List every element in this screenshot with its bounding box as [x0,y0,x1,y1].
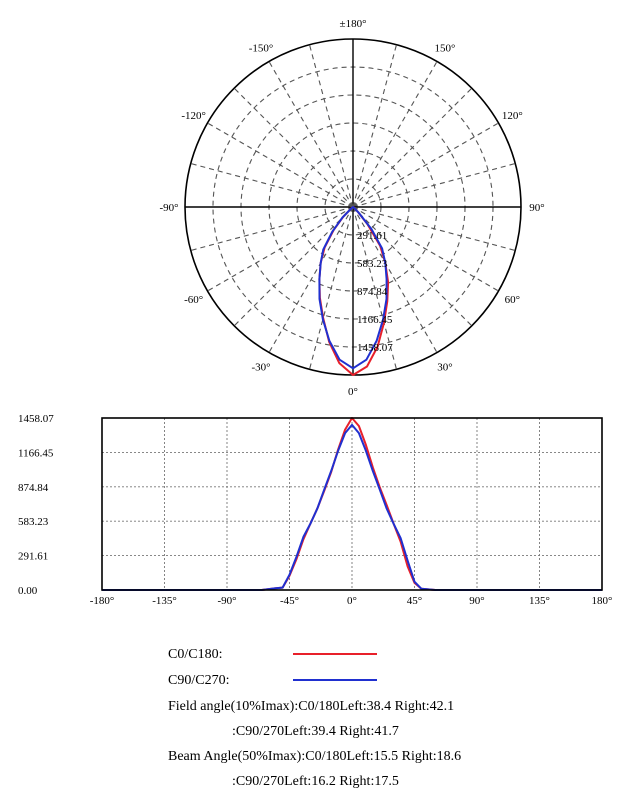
polar-spoke [352,206,516,252]
polar-spoke [352,61,438,208]
polar-spoke [233,87,354,208]
linear-x-tick-label: 180° [592,595,613,607]
polar-radial-label: 1166.45 [357,314,393,326]
polar-angle-label: -30° [251,361,270,373]
polar-spoke [352,162,516,208]
polar-angle-labels: ±180° 150° 120° 90° 60° 30° 0° -30° -60° -90° -120… [159,18,544,398]
linear-x-tick-label: -135° [152,595,177,607]
beam-angle-c0: Beam Angle(50%Imax):C0/180Left:15.5 Righ… [168,749,462,764]
linear-series [102,417,602,591]
linear-y-tick-label: 583.23 [18,516,49,528]
beam-angle-c90: :C90/270Left:16.2 Right:17.5 [232,774,399,789]
polar-spoke [308,206,354,370]
polar-radial-label: 291.61 [357,230,387,242]
polar-spoke [268,61,354,208]
linear-x-ticks: -180° -135° -90° -45° 0° 45° 90° 135° 180° [90,595,613,607]
polar-spoke [207,206,354,292]
legend-c90-label: C90/C270: [168,673,230,688]
legend-c0-line [293,653,377,655]
polar-spoke [352,206,499,292]
polar-spoke [352,122,499,208]
linear-x-tick-label: 135° [529,595,550,607]
linear-x-tick-label: 45° [407,595,422,607]
field-angle-c0: Field angle(10%Imax):C0/180Left:38.4 Rig… [168,699,455,714]
legend-c90-line [293,679,377,681]
polar-angle-label: -60° [184,294,203,306]
polar-angle-label: 60° [505,294,520,306]
linear-series-C90/C270 [102,423,602,591]
polar-angle-label: 150° [435,43,456,55]
polar-angle-label: 120° [502,110,523,122]
linear-x-tick-label: -180° [90,595,115,607]
linear-y-tick-label: 874.84 [18,482,49,494]
polar-spoke [352,44,398,208]
linear-frame [101,417,603,591]
polar-radial-labels: 291.61 583.23 874.84 1166.45 1458.07 [357,230,393,354]
polar-series [318,206,390,376]
linear-y-tick-label: 0.00 [18,585,38,597]
polar-spoke [268,206,354,353]
polar-angle-label: -90° [159,202,178,214]
polar-angle-label: 90° [529,202,544,214]
linear-x-tick-label: -45° [280,595,299,607]
linear-x-tick-label: 0° [347,595,357,607]
polar-spoke [352,206,473,327]
polar-spoke [352,206,438,353]
linear-frame-rect [101,417,603,591]
linear-grid [102,418,602,590]
polar-chart: ±180° 150° 120° 90° 60° 30° 0° -30° -60° -90° -120… [159,18,544,398]
polar-spoke [308,44,354,208]
linear-x-tick-label: 90° [469,595,484,607]
polar-angle-label: -120° [181,110,206,122]
polar-spoke [207,122,354,208]
polar-angle-label: 0° [348,386,358,398]
polar-spoke [190,206,354,252]
linear-x-tick-label: -90° [217,595,236,607]
polar-spoke [190,162,354,208]
linear-y-tick-label: 291.61 [18,551,48,563]
polar-radial-label: 1458.07 [357,342,393,354]
legend-c0-label: C0/C180: [168,647,223,662]
polar-radial-label: 874.84 [357,286,388,298]
field-angle-c90: :C90/270Left:39.4 Right:41.7 [232,724,399,739]
linear-y-ticks: 0.00 291.61 583.23 874.84 1166.45 1458.07 [18,413,54,597]
polar-spoke [352,87,473,208]
linear-y-tick-label: 1458.07 [18,413,54,425]
polar-angle-label: 30° [437,361,452,373]
linear-y-tick-label: 1166.45 [18,447,54,459]
polar-spoke [352,206,398,370]
polar-spoke [233,206,354,327]
polar-series-C90/C270 [318,206,388,370]
polar-radial-label: 583.23 [357,258,388,270]
polar-angle-label: ±180° [340,18,367,30]
polar-grid [184,38,522,376]
linear-chart: 0.00 291.61 583.23 874.84 1166.45 1458.07 -18… [18,413,613,607]
polar-angle-label: -150° [249,43,274,55]
